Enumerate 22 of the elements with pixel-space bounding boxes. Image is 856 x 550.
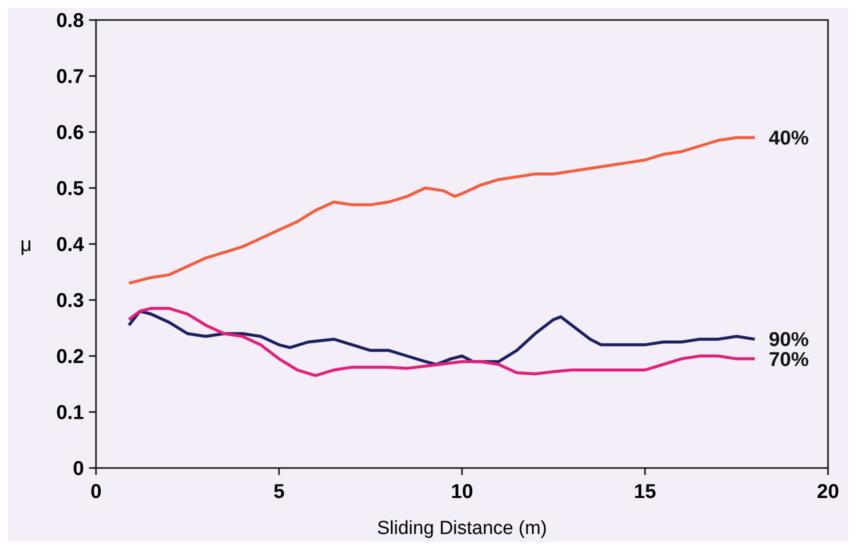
series-label: 90% <box>768 329 810 352</box>
line-series <box>127 306 756 378</box>
y-tick-label: 0.7 <box>56 66 84 88</box>
y-tick-label: 0.3 <box>56 290 84 312</box>
y-tick-label: 0 <box>72 458 84 480</box>
y-tick-label: 0.5 <box>56 178 84 200</box>
x-tick-label: 0 <box>90 481 102 503</box>
line-series <box>127 136 756 285</box>
x-tick-label: 15 <box>634 481 656 503</box>
y-tick-label: 0.8 <box>56 10 84 32</box>
y-tick-label: 0.2 <box>56 346 84 368</box>
y-tick-label: 0.6 <box>56 122 84 144</box>
y-tick-label: 0.1 <box>56 402 84 424</box>
x-axis-title: Sliding Distance (m) <box>377 518 547 539</box>
x-tick-label: 20 <box>816 481 840 503</box>
y-axis-title: μ <box>20 234 32 256</box>
x-tick-label: 10 <box>450 481 474 503</box>
x-tick-label: 5 <box>273 481 285 503</box>
y-tick-label: 0.4 <box>56 234 85 256</box>
line-series <box>127 310 756 366</box>
series-label: 40% <box>768 128 810 150</box>
series-label: 70% <box>768 348 810 371</box>
